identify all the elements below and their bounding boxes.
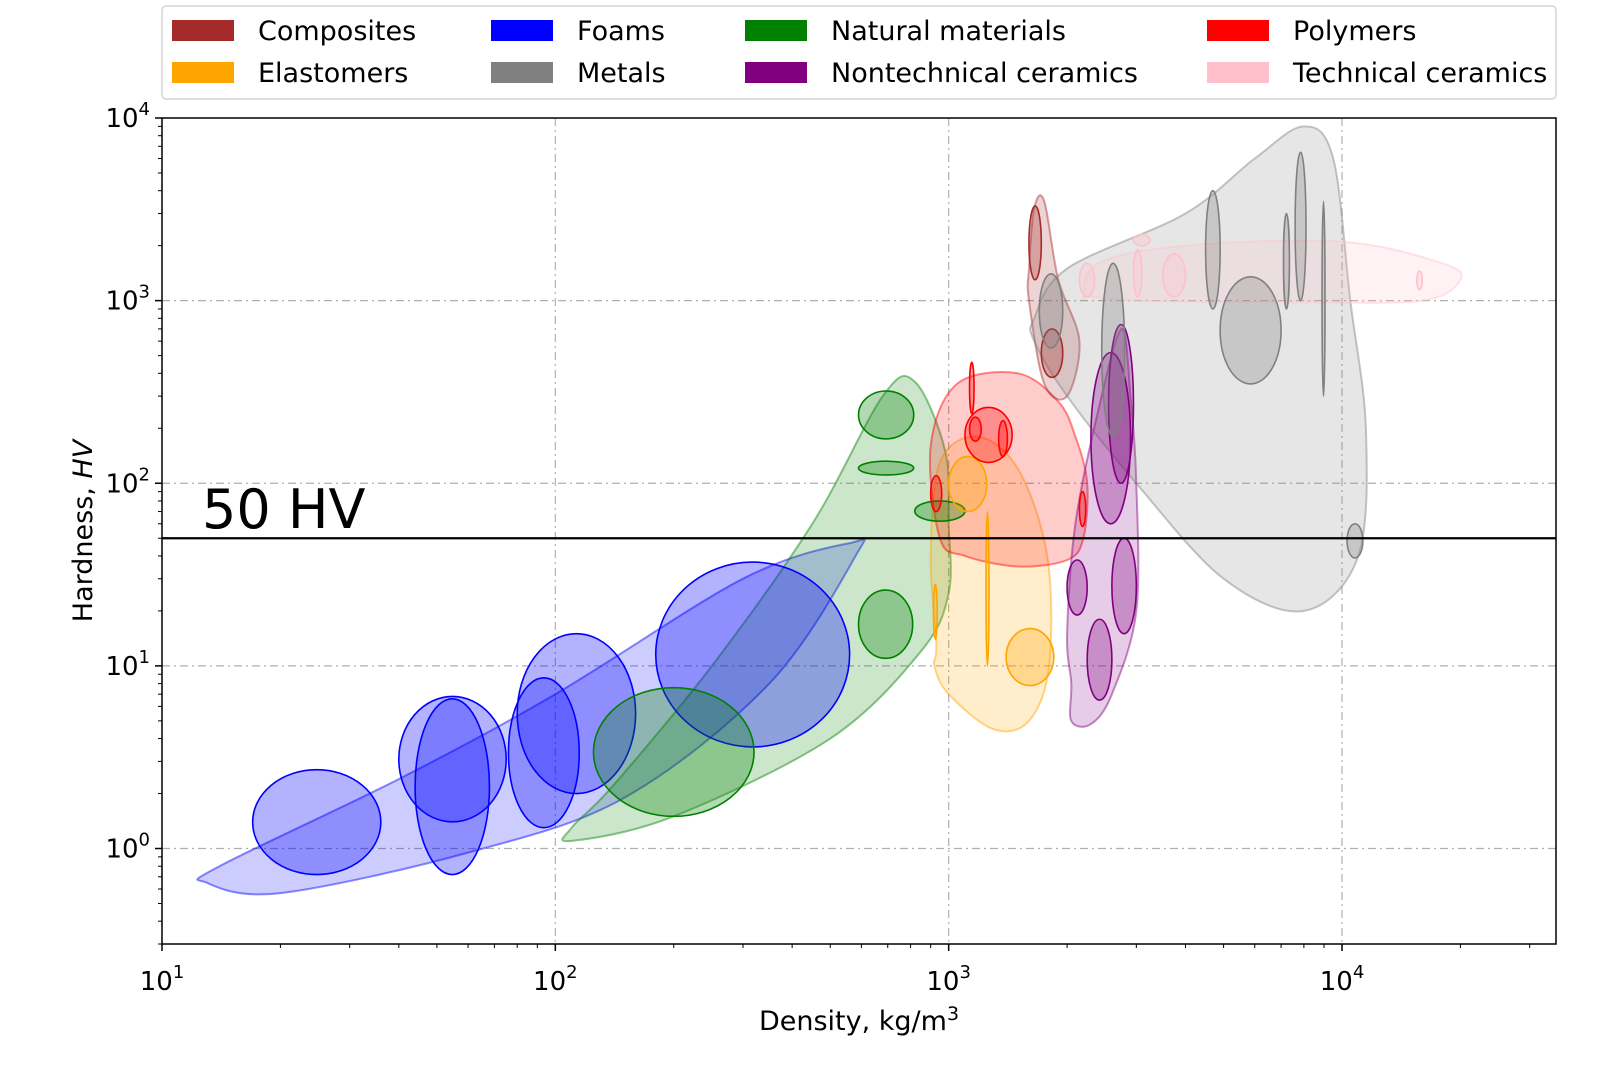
y-axis-label: Hardness, HV <box>68 437 99 622</box>
foams-region <box>414 698 491 876</box>
legend: Composites Elastomers Foams Metals Natural m… <box>161 5 1557 100</box>
metals-region <box>1282 212 1291 310</box>
polymers-region <box>997 419 1009 458</box>
natural-materials-region <box>857 460 915 476</box>
legend-label: Technical ceramics <box>1292 58 1547 89</box>
x-tick-label: 101 <box>140 962 185 997</box>
x-tick-label: 104 <box>1320 962 1365 997</box>
legend-swatch <box>1207 20 1269 41</box>
legend-label: Foams <box>577 16 665 47</box>
elastomers-region <box>932 583 938 640</box>
x-tick-label: 103 <box>926 962 971 997</box>
x-tick-label: 102 <box>533 962 578 997</box>
legend-label: Composites <box>258 16 416 47</box>
natural-materials-region <box>592 686 755 818</box>
foams-region <box>251 768 382 876</box>
elastomers-region <box>985 510 990 667</box>
legend-label: Natural materials <box>831 16 1066 47</box>
elastomers-region <box>1005 627 1055 687</box>
natural-materials-envelope <box>561 374 952 843</box>
legend-swatch <box>172 20 234 41</box>
legend-swatch <box>745 20 807 41</box>
polymers-region <box>968 361 975 415</box>
legend-item-nontechnical-ceramics: Nontechnical ceramics <box>745 58 1138 89</box>
technical-ceramics-region <box>1416 270 1424 291</box>
technical-ceramics-region <box>1132 233 1151 247</box>
technical-ceramics-region <box>1132 248 1143 298</box>
legend-swatch <box>491 62 553 83</box>
legend-swatch <box>1207 62 1269 83</box>
material-regions <box>251 151 1424 876</box>
elastomers-region <box>947 455 988 513</box>
legend-item-technical-ceramics: Technical ceramics <box>1207 58 1547 89</box>
legend-item-composites: Composites <box>172 16 416 47</box>
nontechnical-ceramics-region <box>1066 559 1088 616</box>
technical-ceramics-region <box>1078 262 1096 298</box>
legend-label: Elastomers <box>258 58 408 89</box>
legend-label: Metals <box>577 58 666 89</box>
metals-region <box>1294 151 1307 302</box>
metals-region <box>1219 276 1282 385</box>
legend-swatch <box>172 62 234 83</box>
legend-item-foams: Foams <box>491 16 665 47</box>
grid <box>162 118 1556 944</box>
polymers-envelope <box>928 371 1089 568</box>
foams-region <box>516 632 637 795</box>
metals-region <box>1100 262 1126 438</box>
nontechnical-ceramics-region <box>1111 537 1138 635</box>
metals-region <box>1346 522 1364 559</box>
y-tick-label: 104 <box>105 99 150 134</box>
natural-materials-region <box>857 589 914 660</box>
y-tick-label: 103 <box>105 282 150 317</box>
legend-item-metals: Metals <box>491 58 666 89</box>
foams-region <box>507 677 581 829</box>
plot-frame <box>161 117 1557 945</box>
metals-region <box>1321 200 1326 397</box>
nontechnical-ceramics-envelope <box>1066 327 1140 728</box>
legend-label: Polymers <box>1293 16 1416 47</box>
composites-region <box>1028 205 1043 281</box>
nontechnical-ceramics-region <box>1086 618 1113 701</box>
metals-region <box>1204 189 1221 310</box>
y-tick-label: 101 <box>105 647 150 682</box>
legend-swatch <box>491 20 553 41</box>
polymers-region <box>1078 490 1087 528</box>
legend-item-elastomers: Elastomers <box>172 58 408 89</box>
polymers-region <box>968 416 983 442</box>
nontechnical-ceramics-region <box>1107 323 1135 485</box>
family-envelopes <box>196 125 1463 896</box>
technical-ceramics-envelope <box>1081 239 1463 304</box>
metals-region <box>1038 273 1064 349</box>
polymers-region <box>964 406 1013 464</box>
reference-line-label: 50 HV <box>202 478 365 541</box>
polymers-region <box>929 474 943 513</box>
y-tick-label: 100 <box>105 830 150 865</box>
metals-envelope <box>1029 125 1368 613</box>
legend-label: Nontechnical ceramics <box>831 58 1138 89</box>
foams-region <box>654 561 851 748</box>
legend-item-natural-materials: Natural materials <box>745 16 1066 47</box>
axis-ticks: 101 102 103 104 100 101 102 103 104 <box>105 99 1531 997</box>
natural-materials-region <box>857 390 915 440</box>
x-axis-label: Density, kg/m3 <box>759 1003 959 1037</box>
legend-swatch <box>745 62 807 83</box>
legend-item-polymers: Polymers <box>1207 16 1416 47</box>
technical-ceramics-region <box>1161 253 1187 298</box>
y-tick-label: 102 <box>105 464 150 499</box>
